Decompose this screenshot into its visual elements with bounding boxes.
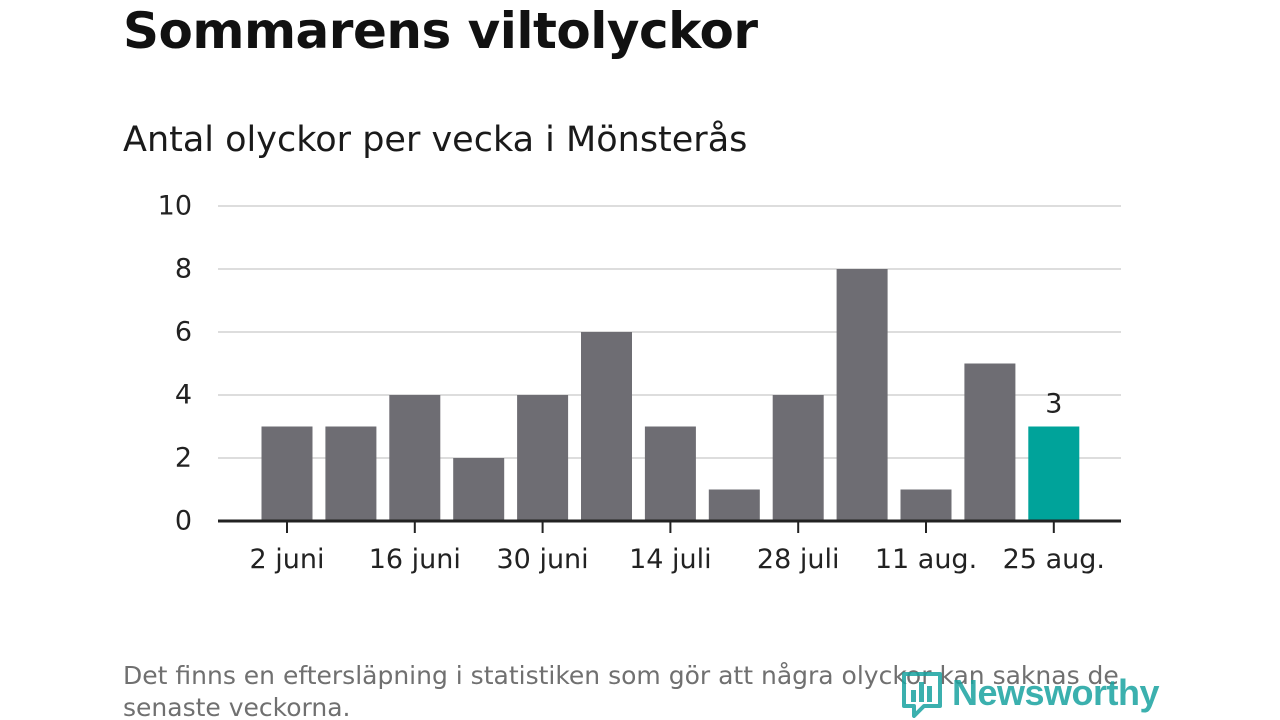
bar-chart-icon bbox=[902, 672, 942, 718]
x-tick-label: 11 aug. bbox=[875, 544, 977, 575]
y-tick-label: 0 bbox=[175, 506, 192, 537]
x-axis-ticks: 2 juni 16 juni 30 juni 14 juli 28 juli 11 aug… bbox=[250, 521, 1105, 575]
x-tick-label: 16 juni bbox=[369, 544, 461, 575]
brand-name: Newsworthy bbox=[952, 672, 1160, 713]
bar bbox=[964, 363, 1016, 521]
bar bbox=[453, 458, 505, 521]
bar bbox=[900, 489, 952, 521]
y-tick-label: 2 bbox=[175, 443, 192, 474]
data-labels: 3 bbox=[1045, 389, 1062, 420]
bar-highlighted bbox=[1028, 426, 1080, 521]
x-tick-label: 28 juli bbox=[757, 544, 840, 575]
x-tick-label: 2 juni bbox=[250, 544, 325, 575]
chart-title: Sommarens viltolyckor bbox=[123, 2, 758, 60]
bar bbox=[581, 332, 632, 521]
bar bbox=[389, 395, 441, 521]
data-label: 3 bbox=[1045, 389, 1062, 420]
x-tick-label: 25 aug. bbox=[1003, 544, 1105, 575]
chart-subtitle: Antal olyckor per vecka i Mönsterås bbox=[123, 120, 748, 160]
x-tick-label: 14 juli bbox=[629, 544, 712, 575]
bar bbox=[325, 426, 377, 521]
brand-logo: Newsworthy bbox=[900, 668, 1160, 718]
y-tick-label: 4 bbox=[175, 380, 192, 411]
bar bbox=[772, 395, 824, 521]
bar bbox=[517, 395, 569, 521]
bars bbox=[261, 269, 1080, 521]
bar bbox=[261, 426, 313, 521]
y-tick-label: 8 bbox=[175, 254, 192, 285]
y-tick-label: 10 bbox=[158, 191, 192, 222]
footnote: Det finns en eftersläpning i statistiken… bbox=[123, 661, 1119, 720]
y-tick-label: 6 bbox=[175, 317, 192, 348]
bar bbox=[644, 426, 696, 521]
x-tick-label: 30 juni bbox=[497, 544, 589, 575]
bar bbox=[836, 269, 888, 521]
y-axis-ticks: 0 2 4 6 8 10 bbox=[158, 191, 192, 537]
bar bbox=[708, 489, 760, 521]
